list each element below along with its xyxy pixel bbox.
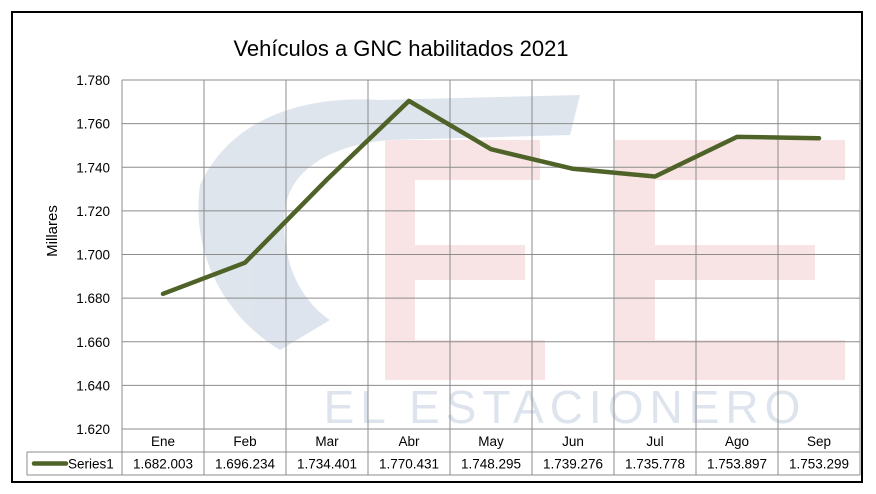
data-point xyxy=(326,178,328,180)
x-tick-label: Jun xyxy=(562,434,584,449)
logo-e-left-top xyxy=(385,140,540,180)
y-tick-label: 1.720 xyxy=(76,204,110,219)
x-axis-ticks: Ene Feb Mar Abr May Jun Jul Ago Sep xyxy=(151,434,831,449)
data-point xyxy=(408,100,410,102)
chart-frame xyxy=(11,11,863,483)
logo-e-right-top xyxy=(615,140,845,180)
table-value-cell: 1.770.431 xyxy=(379,457,439,472)
y-tick-label: 1.760 xyxy=(76,117,110,132)
y-tick-label: 1.780 xyxy=(76,73,110,88)
watermark-logo: EL ESTACIONERO xyxy=(198,95,845,433)
logo-e-right-bottom xyxy=(615,340,845,380)
table-value-cell: 1.753.299 xyxy=(789,457,849,472)
y-tick-label: 1.680 xyxy=(76,291,110,306)
x-tick-label: Abr xyxy=(398,434,420,449)
table-value-cell: 1.734.401 xyxy=(297,457,357,472)
x-tick-label: Ago xyxy=(725,434,749,449)
x-tick-label: Jul xyxy=(646,434,663,449)
logo-e-left-stem xyxy=(385,140,415,380)
logo-e-right-stem xyxy=(615,140,655,380)
data-point xyxy=(490,148,492,150)
table-value-cell: 1.735.778 xyxy=(625,457,685,472)
y-axis-ticks: 1.780 1.760 1.740 1.720 1.700 1.680 1.660 1.640… xyxy=(76,73,110,437)
legend-series-name: Series1 xyxy=(68,457,114,472)
logo-e-right-mid xyxy=(615,245,815,280)
chart-title: Vehículos a GNC habilitados 2021 xyxy=(233,36,568,61)
y-tick-label: 1.640 xyxy=(76,378,110,393)
table-value-cell: 1.753.897 xyxy=(707,457,767,472)
y-tick-label: 1.700 xyxy=(76,248,110,263)
table-value-cell: 1.748.295 xyxy=(461,457,521,472)
table-value-cell: 1.696.234 xyxy=(215,457,276,472)
data-table: Series1 1.682.003 1.696.234 1.734.401 1.770.… xyxy=(31,457,849,472)
x-tick-label: Ene xyxy=(151,434,175,449)
data-point xyxy=(818,137,820,139)
y-tick-label: 1.740 xyxy=(76,160,110,175)
x-tick-label: Sep xyxy=(807,434,831,449)
data-point xyxy=(162,293,164,295)
y-tick-label: 1.620 xyxy=(76,422,110,437)
watermark-text: EL ESTACIONERO xyxy=(324,381,807,433)
data-point xyxy=(572,168,574,170)
table-value-cell: 1.682.003 xyxy=(133,457,193,472)
data-point xyxy=(244,262,246,264)
x-tick-label: Mar xyxy=(315,434,339,449)
data-point xyxy=(654,175,656,177)
y-tick-label: 1.660 xyxy=(76,335,110,350)
table-value-cell: 1.739.276 xyxy=(543,457,603,472)
series-lines xyxy=(160,98,822,297)
logo-e-left-bottom xyxy=(385,340,545,380)
data-point xyxy=(736,136,738,138)
logo-swoosh xyxy=(198,95,580,350)
logo-e-left-mid xyxy=(385,245,525,280)
x-tick-label: Feb xyxy=(233,434,256,449)
x-tick-label: May xyxy=(478,434,504,449)
y-axis-label: Millares xyxy=(44,205,61,257)
